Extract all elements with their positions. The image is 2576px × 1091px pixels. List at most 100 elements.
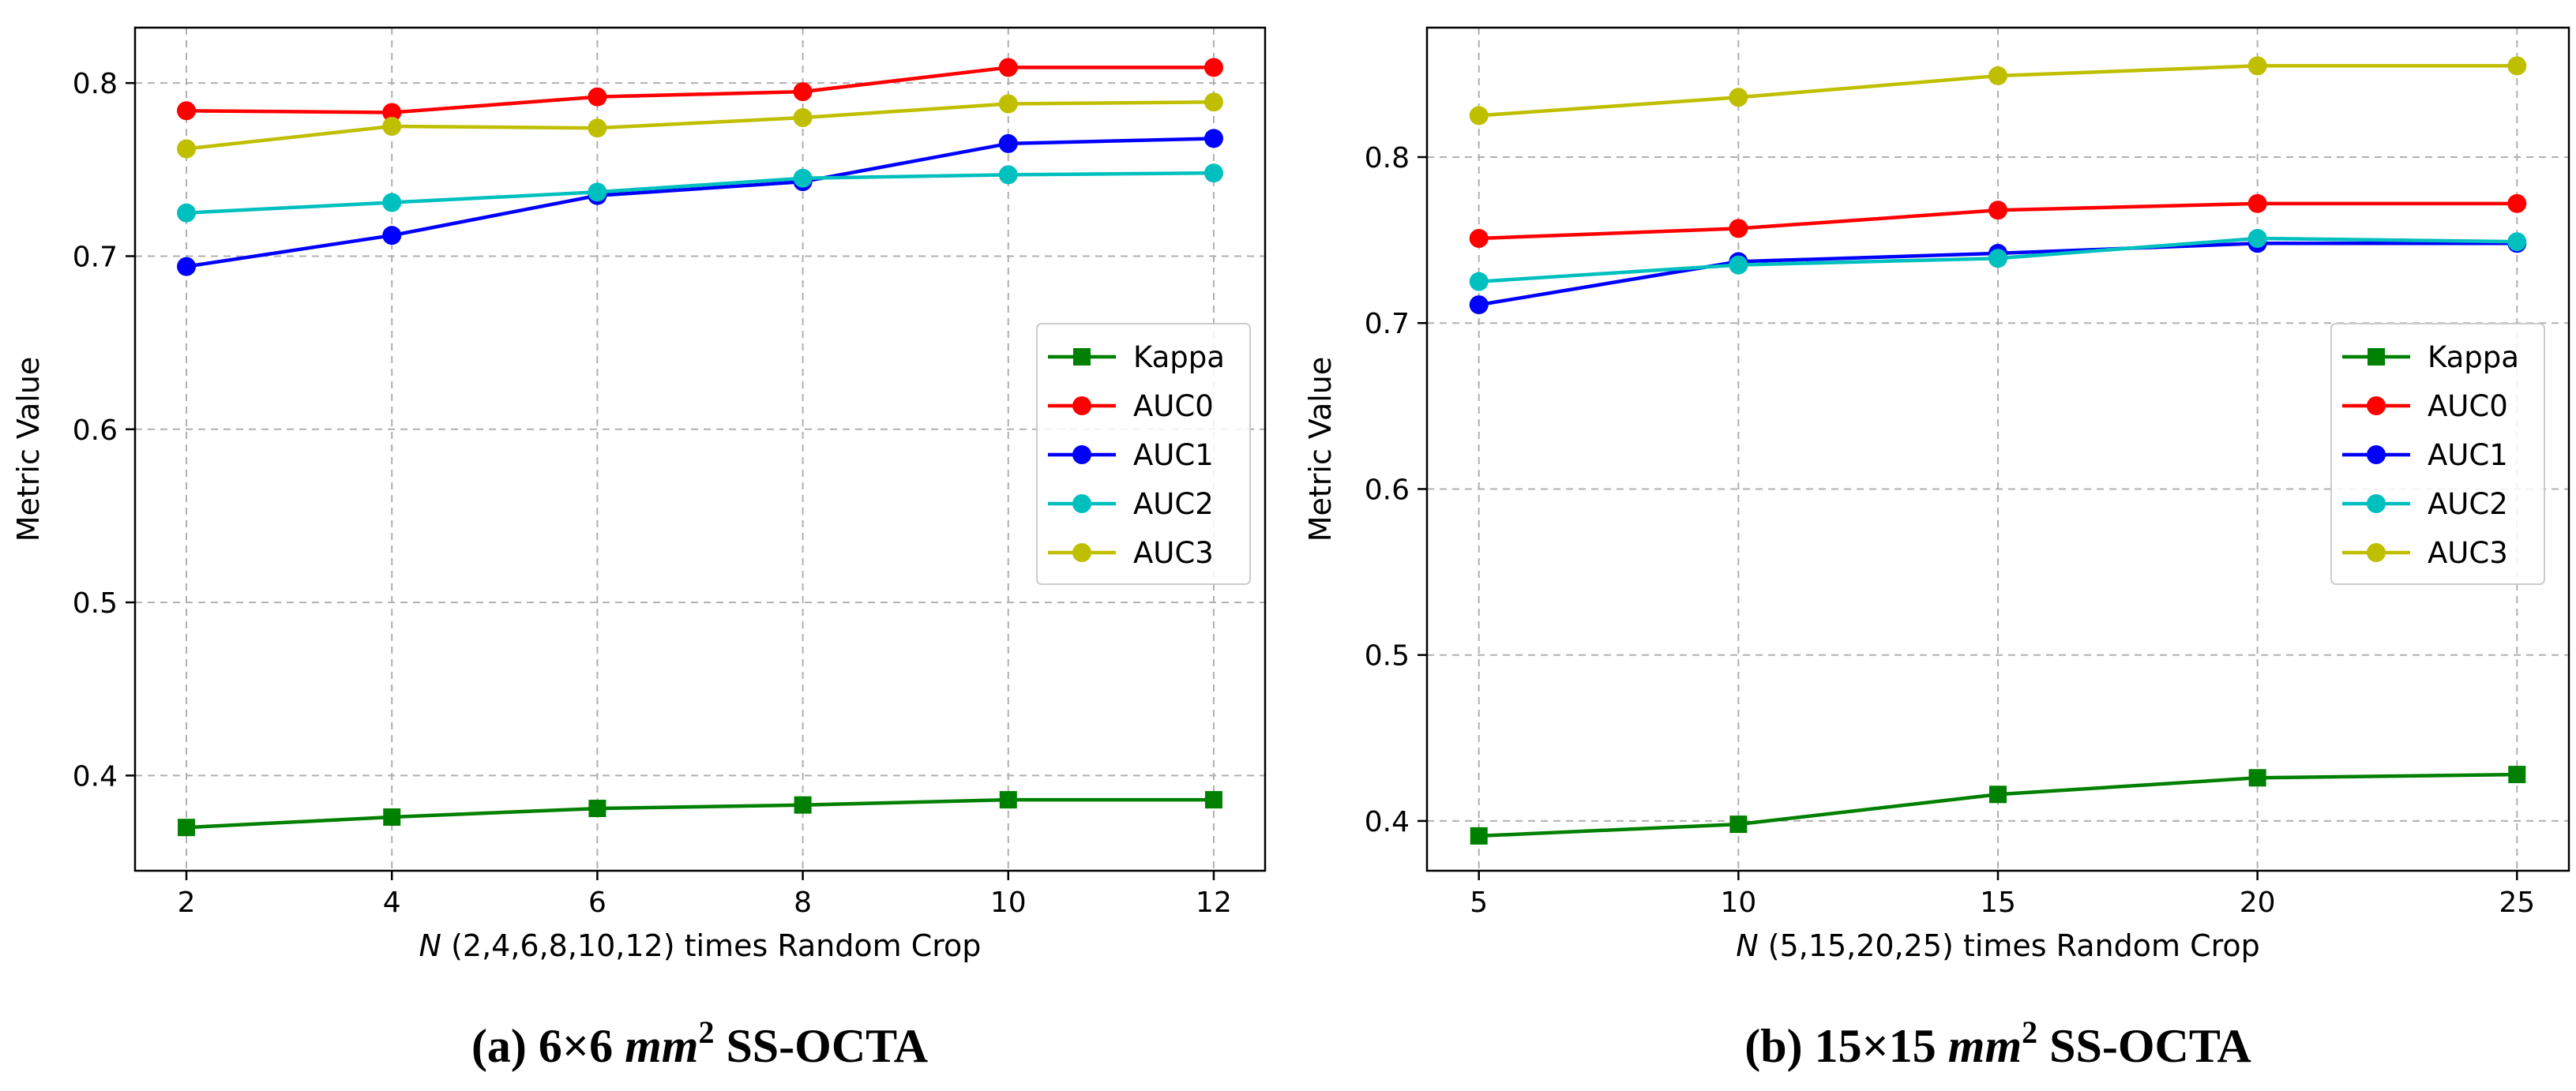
plot-frame: [133, 26, 1267, 872]
x-tick-label: 20: [2240, 887, 2276, 919]
legend-label-auc1: AUC1: [2428, 438, 2508, 472]
legend-label-auc2: AUC2: [2428, 487, 2508, 521]
legend-marker-kappa: [1073, 348, 1091, 366]
legend-marker-auc3: [2367, 543, 2386, 562]
legend-label-auc2: AUC2: [1133, 487, 1214, 521]
caption-unit: mm: [1948, 1020, 2022, 1072]
x-axis-label-variable: N: [419, 928, 441, 963]
y-tick-label: 0.5: [73, 587, 118, 620]
data-point-kappa: [2508, 766, 2526, 784]
series-line-kappa: [186, 797, 1214, 830]
legend-marker-auc1: [1072, 445, 1091, 464]
panel-caption: (a) 6×6 mm2 SS-OCTA: [471, 1014, 928, 1072]
data-point-auc0: [382, 103, 402, 122]
data-point-auc3: [1204, 92, 1223, 112]
data-point-auc0: [793, 82, 813, 102]
caption-unit: mm: [625, 1020, 698, 1072]
data-point-kappa: [999, 791, 1017, 809]
caption-exponent: 2: [698, 1014, 714, 1050]
caption-suffix: SS-OCTA: [714, 1020, 928, 1072]
data-point-auc0: [177, 101, 197, 121]
data-point-auc1: [1204, 129, 1223, 148]
y-axis-label: Metric Value: [1303, 357, 1338, 542]
y-axis-label: Metric Value: [11, 357, 46, 542]
legend-label-auc0: AUC0: [2428, 389, 2508, 423]
x-tick-label: 8: [794, 887, 812, 919]
data-point-auc2: [382, 193, 402, 212]
data-point-auc3: [2507, 56, 2527, 76]
y-tick-label: 0.4: [73, 760, 118, 793]
series-line-auc2: [186, 171, 1215, 215]
x-tick-label: 12: [1196, 887, 1232, 919]
data-point-auc2: [998, 165, 1018, 185]
data-point-auc0: [998, 58, 1018, 77]
data-point-auc1: [177, 257, 197, 276]
legend-box: [2330, 323, 2545, 585]
data-point-auc3: [998, 94, 1018, 114]
legend: Kappa AUC0 AUC1 AUC2 AUC3: [1036, 323, 1251, 585]
y-tick-label: 0.8: [1365, 142, 1410, 174]
legend-marker-auc3: [1072, 543, 1091, 562]
caption-prefix: (a) 6×6: [471, 1020, 625, 1072]
legend: Kappa AUC0 AUC1 AUC2 AUC3: [2330, 323, 2545, 585]
x-tick-label: 2: [178, 887, 196, 919]
legend-label-kappa: Kappa: [1133, 340, 1225, 374]
data-point-kappa: [1204, 791, 1222, 809]
x-tick-label: 4: [383, 887, 401, 919]
legend-marker-auc0: [2367, 396, 2386, 415]
data-point-auc1: [382, 226, 402, 246]
x-axis-label-text: (5,15,20,25) times Random Crop: [1759, 928, 2260, 963]
series-line-auc0: [186, 66, 1214, 114]
data-point-kappa: [1729, 815, 1748, 834]
x-tick-label: 25: [2499, 887, 2535, 919]
legend-marker-auc2: [1072, 494, 1091, 513]
legend-box: [1036, 323, 1251, 585]
panel-caption: (b) 15×15 mm2 SS-OCTA: [1744, 1014, 2251, 1072]
y-tick-label: 0.8: [73, 68, 118, 100]
data-point-auc3: [1988, 66, 2007, 85]
chart-panel-2: 5 10 15 20 25 0.4 0.5 0.6 0.7 0.8 N (5,15,20,25) t…: [1303, 26, 2570, 1072]
series-line-auc1: [186, 137, 1215, 268]
legend-label-auc1: AUC1: [1133, 438, 1214, 472]
x-tick-label: 10: [1720, 887, 1756, 919]
data-point-auc3: [1729, 88, 1748, 107]
data-point-kappa: [588, 800, 606, 818]
data-point-kappa: [1470, 827, 1488, 845]
legend-label-auc3: AUC3: [2428, 536, 2508, 570]
data-point-auc3: [1469, 106, 1489, 126]
x-tick-label: 6: [588, 887, 606, 919]
data-point-auc2: [2247, 229, 2267, 248]
data-point-kappa: [794, 796, 812, 814]
legend-marker-auc0: [1072, 396, 1091, 415]
data-point-auc0: [1729, 219, 1748, 238]
data-point-auc2: [1729, 255, 1748, 275]
y-tick-label: 0.6: [1365, 474, 1410, 506]
data-point-auc2: [1469, 272, 1489, 291]
chart-panel-1: 2 4 6 8 10 12 0.4 0.5 0.6 0.7 0.8 N (2,4,6,8,10,12)…: [11, 26, 1267, 1072]
data-point-auc3: [2247, 56, 2267, 76]
data-point-auc0: [588, 87, 607, 107]
x-tick-label: 5: [1470, 887, 1488, 919]
data-point-auc1: [998, 133, 1018, 153]
data-point-kappa: [178, 819, 196, 837]
data-point-auc3: [793, 108, 813, 128]
legend-label-auc3: AUC3: [1133, 536, 1214, 570]
x-axis-label: N (2,4,6,8,10,12) times Random Crop: [419, 928, 982, 963]
data-point-auc2: [2507, 232, 2527, 252]
data-point-kappa: [383, 808, 401, 827]
data-point-auc3: [177, 139, 197, 159]
data-point-auc2: [793, 168, 813, 188]
legend-marker-auc2: [2367, 494, 2386, 513]
data-point-auc0: [2507, 193, 2527, 213]
caption-exponent: 2: [2022, 1014, 2037, 1050]
x-axis-label: N (5,15,20,25) times Random Crop: [1736, 928, 2260, 963]
y-tick-label: 0.6: [73, 414, 118, 447]
legend-label-kappa: Kappa: [2428, 340, 2519, 374]
data-point-auc1: [1469, 295, 1489, 315]
data-point-auc2: [177, 203, 197, 223]
y-tick-label: 0.5: [1365, 640, 1410, 673]
data-point-auc0: [1204, 58, 1223, 77]
caption-suffix: SS-OCTA: [2037, 1020, 2251, 1072]
legend-marker-kappa: [2368, 348, 2385, 366]
y-tick-label: 0.4: [1365, 806, 1410, 838]
